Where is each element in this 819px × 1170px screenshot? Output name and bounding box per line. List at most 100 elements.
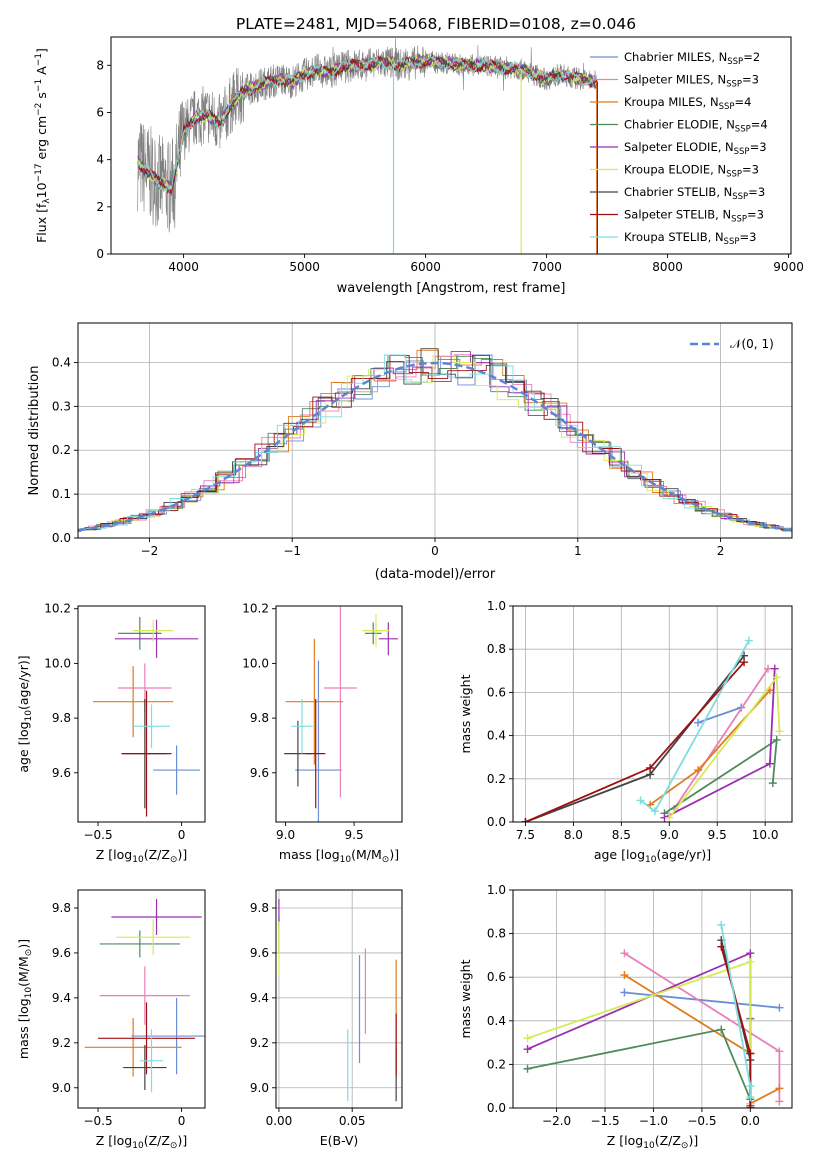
residuals-ytick-label: 0.0 [52, 531, 71, 545]
mass-vs-Z-ylabel-part: (M/M [16, 956, 31, 987]
mass-weight-point [764, 664, 773, 673]
mass-weight-point [775, 1003, 784, 1012]
mass-weight-point [521, 818, 530, 822]
age-vs-Z-ylabel-part: 10 [24, 710, 34, 722]
legend-eq: = [743, 50, 753, 64]
mass-weight-vs-age-xtick-label: 9.5 [708, 828, 727, 842]
mass-weight-vs-age-xlabel: age [log10(age/yr)] [594, 847, 711, 865]
mass-weight-vs-Z-ytick-label: 1.0 [487, 883, 506, 897]
legend-model-name: Kroupa ELODIE [624, 163, 710, 177]
mass-vs-Z-ytick-label: 9.2 [52, 1036, 71, 1050]
age-vs-Z-ytick-label: 10.0 [44, 656, 71, 670]
spectrum-xtick-label: 4000 [168, 260, 199, 274]
legend-nssp-sub: SSP [735, 125, 751, 135]
legend-nssp-symbol: N [717, 73, 726, 87]
mass-vs-Z-ytick-label: 9.4 [52, 991, 71, 1005]
mass-weight-point [717, 920, 726, 929]
mass-vs-ebv-xtick-label: 0.05 [339, 1114, 366, 1128]
mass-vs-ebv: 0.00 0.05 9.0 9.2 9.4 9.6 9.8 E(B-V) [250, 889, 403, 1148]
legend-model-name: Salpeter MILES [624, 73, 710, 87]
mass-weight-vs-Z-ytick-label: 0.4 [487, 1014, 506, 1028]
mass-vs-Z-xtick-label: 0 [178, 1114, 186, 1128]
spectrum: 4000 5000 6000 7000 8000 9000 0 2 4 6 8 wavelength … [34, 36, 804, 296]
spectrum-frame [110, 36, 792, 255]
legend-sep: , [718, 140, 725, 154]
mass-weight-point [740, 658, 749, 667]
legend-nssp-symbol: N [722, 208, 731, 222]
mass-weight-vs-Z-xlabel-part: (Z/Z [655, 1133, 681, 1148]
mass-vs-ebv-plot-area [278, 898, 397, 1102]
age-vs-mass-xlabel: mass [log10(M/M⊙)] [279, 847, 399, 865]
mass-weight-vs-age-xtick-label: 8.0 [564, 828, 583, 842]
mass-weight-point [694, 718, 703, 727]
mass-weight-point [646, 764, 655, 772]
mass-weight-point [620, 988, 629, 997]
mass-vs-ebv-ytick-label: 9.6 [250, 946, 269, 960]
mass-vs-ebv-xtick-label: 0.00 [266, 1114, 293, 1128]
legend-model-name: Kroupa MILES [624, 95, 703, 109]
age-vs-Z-xlabel-part: (Z/Z [144, 847, 170, 862]
mass-vs-Z-ylabel-part: mass [log [16, 998, 31, 1059]
mass-weight-point [717, 942, 726, 951]
residual-histogram-step [84, 354, 792, 533]
residuals-plot-area [78, 348, 792, 533]
legend-nssp-symbol: N [710, 95, 719, 109]
legend-nssp-sub: SSP [726, 170, 742, 180]
legend-nssp-symbol: N [715, 230, 724, 244]
mass-weight-point [775, 1047, 784, 1056]
mass-weight-point [636, 796, 645, 805]
mass-weight-vs-age-xtick-label: 7.5 [516, 828, 535, 842]
legend-eq: = [734, 95, 744, 109]
legend-eq: = [742, 163, 752, 177]
age-vs-Z-xtick-label: 0 [178, 828, 186, 842]
spectrum-ylabel-part: λ [42, 198, 52, 204]
mass-weight-vs-age-ytick-label: 0.4 [487, 729, 506, 743]
spectrum-ylabel-part: −17 [34, 163, 44, 182]
mass-weight-vs-Z-ytick-label: 0.6 [487, 970, 506, 984]
mass-weight-vs-Z-ytick-label: 0.8 [487, 927, 506, 941]
legend-label: Kroupa ELODIE, NSSP=3 [624, 163, 759, 180]
age-vs-Z-xlabel-part: Z [log [96, 847, 132, 862]
age-vs-mass-xlabel-part: ⊙ [382, 855, 390, 865]
spectrum-ytick-label: 0 [96, 247, 104, 261]
age-vs-mass-ytick-label: 10.2 [242, 602, 269, 616]
age-vs-Z-xlabel: Z [log10(Z/Z⊙)] [96, 847, 187, 865]
legend-nssp-value: 3 [757, 208, 764, 222]
spectrum-xlabel: wavelength [Angstrom, rest frame] [337, 281, 566, 296]
legend-nssp-symbol: N [725, 140, 734, 154]
legend-nssp-sub: SSP [732, 192, 748, 202]
legend-eq: = [748, 185, 758, 199]
legend-model-name: Kroupa STELIB [624, 230, 708, 244]
mass-vs-Z-ylabel-part: 10 [24, 987, 34, 999]
residual-histogram-step [78, 354, 792, 532]
mass-weight-point [620, 971, 629, 980]
residuals-xtick-label: −1 [283, 544, 301, 558]
age-vs-Z-ytick-label: 10.2 [44, 602, 71, 616]
mass-weight-vs-Z-xtick-label: −2.0 [542, 1114, 571, 1128]
mass-weight-point [770, 664, 779, 673]
legend-nssp-sub: SSP [727, 57, 743, 67]
legend-sep: , [711, 50, 718, 64]
legend-eq: = [739, 230, 749, 244]
age-vs-Z-frame [77, 605, 206, 823]
legend-nssp-value: 4 [760, 118, 767, 132]
mass-weight-vs-Z-xtick-label: −1.0 [639, 1114, 668, 1128]
mass-weight-vs-Z-ytick-label: 0.0 [487, 1101, 506, 1115]
age-vs-mass: 9.0 9.5 9.6 9.8 10.0 10.2 mass [log10(M/M⊙)] [242, 602, 403, 865]
legend-sep: , [708, 230, 715, 244]
spectrum-xtick-label: 7000 [531, 260, 562, 274]
residuals-ytick-label: 0.1 [52, 487, 71, 501]
legend-nssp-sub: SSP [734, 147, 750, 157]
mass-weight-vs-age-ytick-label: 0.0 [487, 815, 506, 829]
spectrum-ylabel-part: −2 [34, 103, 44, 116]
legend-label: Salpeter ELODIE, NSSP=3 [624, 140, 767, 157]
mass-weight-vs-Z-xtick-label: −0.5 [687, 1114, 716, 1128]
spectrum-ytick-label: 8 [96, 58, 104, 72]
spectrum-ylabel-part: 10 [34, 182, 49, 198]
age-vs-mass-xlabel-part: mass [log [279, 847, 340, 862]
legend-eq: = [750, 140, 760, 154]
legend-label: Salpeter MILES, NSSP=3 [624, 73, 759, 90]
mass-weight-point [523, 1045, 532, 1054]
legend-eq: = [747, 208, 757, 222]
mass-weight-vs-age-ytick-label: 0.6 [487, 685, 506, 699]
